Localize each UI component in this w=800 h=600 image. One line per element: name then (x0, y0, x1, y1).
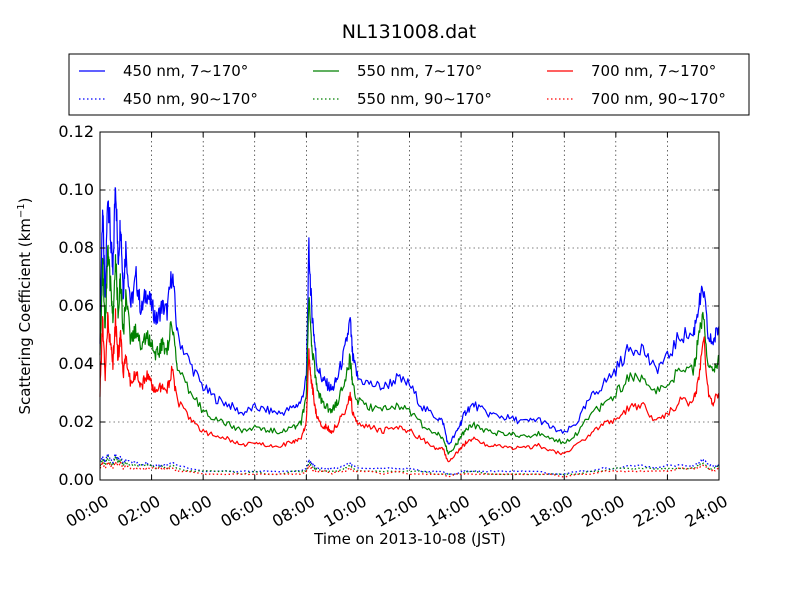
y-tick-label: 0.02 (58, 412, 94, 431)
series-group (99, 187, 720, 478)
y-axis-label-end: ) (16, 197, 34, 203)
y-axis-label-main: Scattering Coefficient (km (16, 218, 34, 414)
x-axis-label: Time on 2013-10-08 (JST) (313, 530, 506, 548)
y-tick-label: 0.12 (58, 122, 94, 141)
y-tick-label: 0.10 (58, 180, 94, 199)
legend-label-2: 700 nm, 7∼170° (591, 62, 716, 80)
series-line-0 (99, 187, 720, 445)
legend-frame (68, 53, 750, 116)
series-line-2 (99, 308, 720, 463)
y-axis-label-superscript: −1 (16, 203, 27, 218)
series-line-5 (99, 461, 720, 478)
y-tick-label: 0.04 (58, 354, 94, 373)
legend-label-0: 450 nm, 7∼170° (123, 62, 248, 80)
plot-frame (99, 131, 720, 481)
chart-title: NL131008.dat (342, 21, 477, 43)
legend-label-1: 550 nm, 7∼170° (357, 62, 482, 80)
y-tick-label: 0.08 (58, 238, 94, 257)
y-axis-label: Scattering Coefficient (km−1) (16, 197, 34, 414)
legend-label-5: 700 nm, 90∼170° (591, 90, 726, 108)
legend: 450 nm, 7∼170° 550 nm, 7∼170° 700 nm, 7∼17… (68, 53, 750, 116)
y-tick-label: 0.00 (58, 470, 94, 489)
series-line-1 (99, 244, 720, 455)
series-line-3 (99, 452, 720, 476)
legend-label-4: 550 nm, 90∼170° (357, 90, 492, 108)
y-tick-label: 0.06 (58, 296, 94, 315)
legend-label-3: 450 nm, 90∼170° (123, 90, 258, 108)
